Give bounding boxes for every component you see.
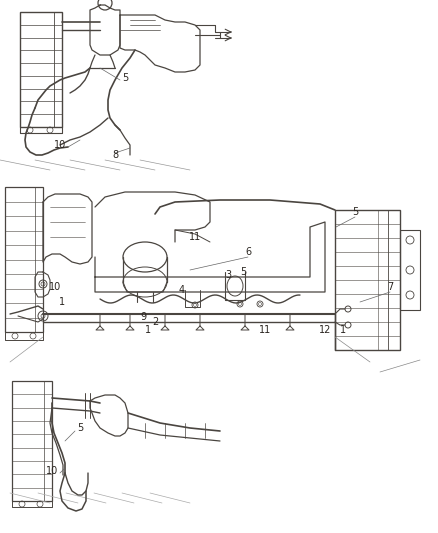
- Text: 8: 8: [112, 150, 118, 160]
- Bar: [335, 210, 400, 350]
- Text: 1: 1: [340, 325, 346, 335]
- Text: 1: 1: [59, 297, 65, 307]
- Text: 11: 11: [189, 232, 201, 242]
- Text: 1: 1: [145, 325, 151, 335]
- Text: 2: 2: [152, 317, 158, 327]
- Text: 6: 6: [245, 247, 251, 257]
- Text: 10: 10: [54, 140, 66, 150]
- Text: 5: 5: [122, 73, 128, 83]
- Text: 9: 9: [140, 312, 146, 322]
- Text: 10: 10: [49, 282, 61, 292]
- Text: 12: 12: [319, 325, 331, 335]
- Text: 7: 7: [387, 282, 393, 292]
- Text: 11: 11: [259, 325, 271, 335]
- Bar: [400, 230, 420, 310]
- Text: 5: 5: [77, 423, 83, 433]
- Bar: [20, 12, 62, 127]
- Bar: [5, 187, 43, 332]
- Text: 3: 3: [225, 270, 231, 280]
- Text: 10: 10: [46, 466, 58, 476]
- Text: 5: 5: [240, 267, 246, 277]
- Text: 4: 4: [179, 285, 185, 295]
- Bar: [12, 381, 52, 501]
- Text: 5: 5: [352, 207, 358, 217]
